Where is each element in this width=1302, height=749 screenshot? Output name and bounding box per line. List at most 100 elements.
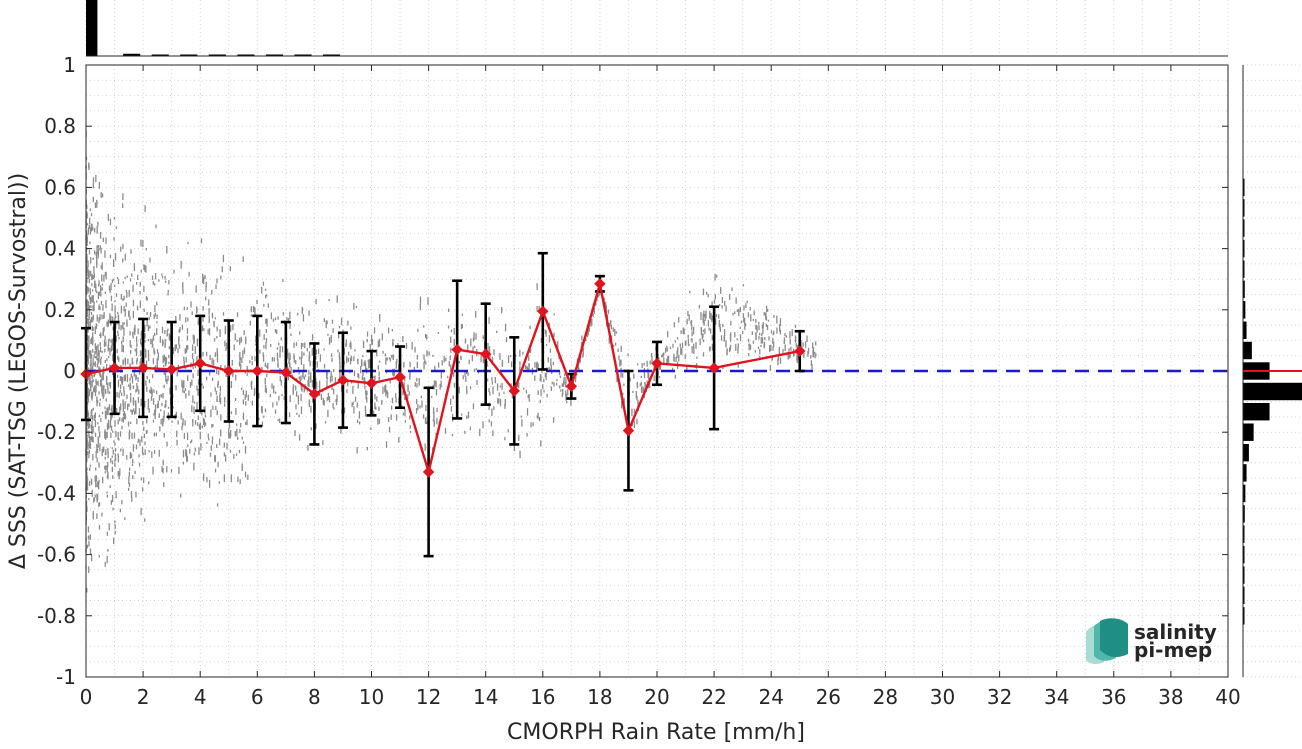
- scatter-point: [122, 399, 124, 406]
- x-tick-label: 12: [416, 685, 441, 709]
- scatter-point: [114, 284, 116, 287]
- scatter-point: [361, 375, 364, 381]
- scatter-point: [214, 468, 217, 473]
- scatter-point: [679, 343, 681, 347]
- scatter-point: [147, 398, 150, 407]
- scatter-point: [620, 370, 622, 378]
- scatter-point: [467, 372, 469, 376]
- scatter-point: [331, 384, 333, 391]
- scatter-point: [472, 337, 475, 342]
- scatter-point: [128, 432, 130, 440]
- scatter-point: [303, 376, 306, 380]
- scatter-point: [134, 470, 136, 475]
- scatter-point: [416, 355, 418, 360]
- scatter-point: [491, 381, 494, 385]
- scatter-point: [241, 436, 243, 440]
- scatter-point: [208, 315, 210, 323]
- scatter-point: [810, 360, 813, 366]
- scatter-point: [421, 400, 423, 408]
- scatter-point: [128, 482, 131, 487]
- scatter-point: [102, 304, 104, 311]
- scatter-point: [145, 350, 147, 359]
- scatter-point: [286, 348, 289, 356]
- scatter-point: [97, 358, 99, 365]
- scatter-point: [89, 270, 92, 277]
- scatter-point: [447, 375, 449, 378]
- scatter-point: [387, 327, 390, 334]
- scatter-point: [510, 361, 513, 368]
- scatter-point: [94, 419, 97, 428]
- scatter-point: [434, 365, 436, 371]
- scatter-point: [154, 312, 156, 317]
- scatter-point: [610, 321, 612, 327]
- scatter-point: [445, 357, 447, 362]
- scatter-point: [91, 283, 93, 287]
- scatter-point: [497, 398, 499, 404]
- scatter-point: [181, 422, 184, 428]
- scatter-point: [96, 381, 98, 385]
- scatter-point: [131, 463, 134, 466]
- scatter-point: [144, 265, 146, 272]
- scatter-point: [794, 336, 797, 343]
- scatter-point: [168, 361, 170, 365]
- scatter-point: [199, 422, 201, 430]
- scatter-point: [426, 350, 428, 357]
- scatter-point: [152, 335, 155, 340]
- scatter-point: [261, 286, 263, 294]
- scatter-point: [107, 406, 109, 415]
- scatter-point: [117, 355, 119, 360]
- scatter-point: [330, 370, 332, 377]
- scatter-point: [711, 334, 713, 341]
- scatter-point: [192, 366, 194, 370]
- scatter-point: [513, 445, 516, 452]
- scatter-point: [282, 279, 284, 282]
- scatter-point: [308, 399, 310, 408]
- scatter-point: [550, 358, 552, 366]
- scatter-point: [346, 356, 348, 364]
- scatter-point: [166, 466, 168, 473]
- scatter-point: [700, 312, 702, 321]
- scatter-point: [730, 332, 732, 337]
- scatter-point: [365, 389, 367, 395]
- scatter-point: [242, 399, 245, 405]
- scatter-point: [637, 363, 639, 366]
- scatter-point: [141, 356, 143, 364]
- scatter-point: [409, 361, 411, 368]
- scatter-point: [331, 353, 333, 358]
- scatter-point: [109, 254, 112, 259]
- scatter-point: [688, 314, 690, 321]
- scatter-point: [265, 387, 267, 394]
- scatter-point: [423, 354, 425, 360]
- scatter-point: [224, 325, 227, 334]
- scatter-point: [196, 385, 198, 391]
- scatter-point: [622, 392, 624, 395]
- scatter-point: [632, 390, 634, 394]
- scatter-point: [208, 479, 211, 488]
- scatter-point: [231, 359, 233, 366]
- scatter-point: [107, 339, 110, 346]
- scatter-point: [451, 433, 454, 437]
- scatter-point: [151, 374, 154, 379]
- scatter-point: [216, 358, 219, 363]
- right-hist-bar: [1243, 484, 1246, 503]
- scatter-point: [90, 311, 93, 316]
- scatter-point: [565, 390, 567, 397]
- scatter-point: [87, 526, 90, 533]
- scatter-point: [333, 369, 335, 373]
- scatter-point: [111, 455, 113, 458]
- scatter-point: [97, 422, 99, 425]
- scatter-point: [519, 349, 521, 357]
- scatter-point: [136, 418, 138, 425]
- scatter-point: [331, 375, 333, 382]
- top-hist-bar: [180, 54, 198, 56]
- scatter-point: [185, 357, 187, 363]
- scatter-point: [121, 425, 123, 430]
- scatter-point: [210, 409, 212, 418]
- scatter-point: [647, 374, 649, 379]
- scatter-point: [120, 305, 123, 314]
- scatter-point: [340, 425, 342, 434]
- scatter-point: [804, 341, 807, 348]
- scatter-point: [208, 308, 210, 315]
- scatter-point: [411, 341, 413, 350]
- scatter-point: [507, 355, 510, 364]
